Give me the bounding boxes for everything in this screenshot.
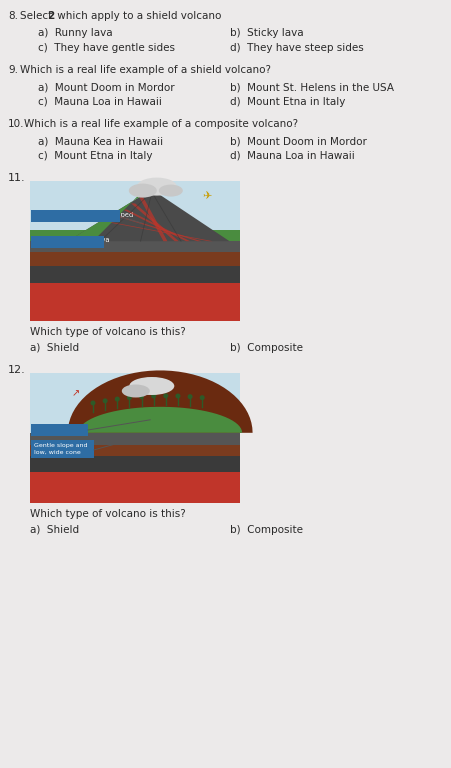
Text: ↗: ↗	[72, 389, 80, 399]
Text: Which is a real life example of a shield volcano?: Which is a real life example of a shield…	[20, 65, 271, 75]
Text: b)  Composite: b) Composite	[230, 525, 302, 535]
Text: b)  Mount St. Helens in the USA: b) Mount St. Helens in the USA	[230, 82, 393, 92]
Ellipse shape	[163, 393, 168, 399]
FancyBboxPatch shape	[32, 423, 88, 435]
FancyBboxPatch shape	[30, 373, 239, 503]
Text: 2: 2	[47, 11, 54, 21]
Polygon shape	[106, 222, 212, 241]
Ellipse shape	[139, 394, 144, 399]
FancyBboxPatch shape	[30, 471, 239, 503]
Text: Select: Select	[20, 11, 55, 21]
Text: b)  Composite: b) Composite	[230, 343, 302, 353]
Text: c)  They have gentle sides: c) They have gentle sides	[38, 43, 175, 53]
Text: c)  Mauna Loa in Hawaii: c) Mauna Loa in Hawaii	[38, 97, 161, 107]
Ellipse shape	[129, 184, 156, 197]
Text: c)  Mount Etna in Italy: c) Mount Etna in Italy	[38, 151, 152, 161]
Ellipse shape	[151, 393, 156, 399]
FancyBboxPatch shape	[30, 230, 239, 241]
Ellipse shape	[137, 177, 176, 196]
FancyBboxPatch shape	[30, 251, 239, 266]
Text: 8.: 8.	[8, 11, 18, 21]
Text: a)  Shield: a) Shield	[30, 343, 79, 353]
FancyBboxPatch shape	[30, 282, 239, 321]
Polygon shape	[94, 389, 226, 433]
Polygon shape	[133, 415, 186, 433]
Polygon shape	[81, 379, 239, 433]
Text: 9.: 9.	[8, 65, 18, 75]
Ellipse shape	[115, 396, 120, 402]
Ellipse shape	[175, 393, 180, 399]
Text: d)  Mount Etna in Italy: d) Mount Etna in Italy	[230, 97, 345, 107]
Text: 10.: 10.	[8, 119, 24, 129]
Text: b)  Mount Doom in Mordor: b) Mount Doom in Mordor	[230, 136, 366, 146]
Ellipse shape	[121, 385, 149, 398]
FancyBboxPatch shape	[30, 181, 239, 321]
FancyBboxPatch shape	[30, 443, 239, 456]
Polygon shape	[123, 210, 190, 241]
Text: b)  Sticky lava: b) Sticky lava	[230, 28, 303, 38]
Ellipse shape	[90, 400, 95, 406]
Text: Layers of lava: Layers of lava	[34, 425, 81, 431]
Polygon shape	[147, 424, 173, 433]
FancyBboxPatch shape	[30, 433, 239, 445]
Polygon shape	[120, 406, 199, 433]
FancyBboxPatch shape	[32, 236, 104, 247]
Polygon shape	[68, 190, 229, 241]
Text: 11.: 11.	[8, 173, 26, 183]
Text: ✈: ✈	[202, 190, 211, 200]
Polygon shape	[107, 397, 212, 433]
Polygon shape	[68, 370, 252, 433]
Ellipse shape	[158, 184, 182, 197]
FancyBboxPatch shape	[30, 240, 239, 253]
FancyBboxPatch shape	[30, 265, 239, 283]
Text: a)  Mount Doom in Mordor: a) Mount Doom in Mordor	[38, 82, 174, 92]
Text: Which is a real life example of a composite volcano?: Which is a real life example of a compos…	[24, 119, 298, 129]
Text: Which type of volcano is this?: Which type of volcano is this?	[30, 509, 185, 519]
Ellipse shape	[199, 396, 204, 400]
Text: Which type of volcano is this?: Which type of volcano is this?	[30, 327, 185, 337]
FancyBboxPatch shape	[30, 455, 239, 472]
Text: a)  Mauna Kea in Hawaii: a) Mauna Kea in Hawaii	[38, 136, 163, 146]
Ellipse shape	[187, 394, 192, 399]
Text: a)  Runny lava: a) Runny lava	[38, 28, 112, 38]
Text: Gentle slope and
low, wide cone: Gentle slope and low, wide cone	[34, 443, 87, 455]
Polygon shape	[78, 407, 242, 433]
Polygon shape	[68, 190, 152, 241]
Polygon shape	[139, 197, 167, 241]
Text: a)  Shield: a) Shield	[30, 525, 79, 535]
Text: which apply to a shield volcano: which apply to a shield volcano	[54, 11, 221, 21]
Text: d)  They have steep sides: d) They have steep sides	[230, 43, 363, 53]
Text: Steep-sided and cone shaped: Steep-sided and cone shaped	[34, 212, 133, 218]
Ellipse shape	[127, 396, 132, 400]
Ellipse shape	[102, 399, 107, 403]
FancyBboxPatch shape	[32, 210, 120, 222]
Text: 12.: 12.	[8, 365, 26, 375]
Polygon shape	[115, 216, 201, 241]
Text: Layers of ash and lava: Layers of ash and lava	[34, 237, 109, 243]
FancyBboxPatch shape	[32, 440, 94, 458]
Polygon shape	[131, 204, 179, 241]
Ellipse shape	[129, 377, 174, 395]
Text: d)  Mauna Loa in Hawaii: d) Mauna Loa in Hawaii	[230, 151, 354, 161]
